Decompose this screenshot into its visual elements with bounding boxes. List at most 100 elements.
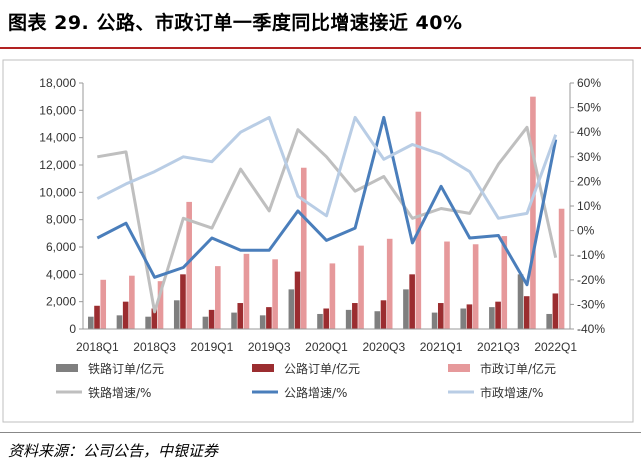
bar-2-2018Q3: [151, 308, 158, 329]
x-tick-label: 2018Q3: [133, 340, 176, 354]
bar-2-2021Q4: [523, 296, 530, 329]
bar-1-2019Q3: [259, 315, 266, 329]
left-tick-label: 12,000: [39, 158, 76, 172]
bar-3-2018Q2: [129, 275, 135, 329]
bar-2-2019Q2: [237, 303, 244, 329]
legend-swatch-bar: [252, 364, 274, 372]
bar-1-2020Q4: [403, 289, 409, 329]
bar-2-2018Q2: [122, 301, 129, 329]
line-series: [96, 115, 558, 314]
line-series-1: [97, 125, 558, 314]
x-tick-label: 2019Q3: [248, 340, 291, 354]
footer-divider: [0, 432, 641, 433]
left-tick-label: 0: [69, 322, 76, 336]
bar-2-2018Q1: [94, 305, 100, 329]
legend-swatch-bar: [56, 364, 78, 372]
right-axis-ticks: -40% -30% -20% -10% 0% 10% 20% 30% 40% 50% 60%: [569, 76, 605, 336]
bar-1-2021Q2: [460, 308, 467, 329]
x-tick-label: 2019Q1: [191, 340, 234, 354]
bar-2-2020Q4: [409, 274, 415, 329]
left-axis-ticks: 0 2,000 4,000 6,000 8,000 10,000 12,000 14,000 1…: [39, 76, 84, 336]
bar-1-2021Q1: [431, 312, 438, 329]
x-tick-label: 2020Q1: [305, 340, 348, 354]
x-tick-label: 2018Q1: [76, 340, 119, 354]
bar-3-2020Q1: [329, 263, 336, 329]
bar-2-2021Q3: [495, 301, 501, 329]
left-tick-label: 6,000: [46, 240, 76, 254]
legend-label: 铁路增速/%: [88, 385, 151, 400]
left-tick-label: 4,000: [46, 267, 76, 281]
bar-3-2020Q4: [415, 111, 422, 329]
bar-3-2020Q2: [358, 245, 364, 329]
bar-1-2019Q1: [202, 316, 209, 329]
bar-1-2019Q4: [288, 289, 295, 329]
plot-frame: [2, 59, 634, 423]
bar-3-2019Q3: [272, 259, 278, 329]
right-tick-label: -20%: [577, 273, 605, 287]
legend-label: 铁路订单/亿元: [88, 361, 164, 376]
right-tick-label: 60%: [577, 76, 601, 90]
bar-2-2019Q1: [208, 309, 215, 329]
bar-3-2019Q1: [215, 266, 221, 329]
bar-1-2019Q2: [231, 312, 237, 329]
bar-series: [88, 96, 565, 330]
bar-2-2020Q3: [380, 300, 387, 329]
right-tick-label: -40%: [577, 322, 605, 336]
bar-1-2018Q1: [88, 316, 94, 329]
left-tick-label: 2,000: [46, 295, 76, 309]
bar-1-2020Q2: [345, 309, 352, 329]
bar-1-2022Q1: [546, 313, 552, 329]
bar-1-2018Q4: [173, 300, 180, 329]
left-tick-label: 8,000: [46, 213, 76, 227]
bar-2-2021Q1: [437, 303, 444, 329]
bar-1-2021Q3: [489, 307, 495, 329]
bar-2-2020Q1: [323, 308, 329, 329]
legend-label: 市政增速/%: [480, 385, 543, 400]
bar-3-2018Q3: [157, 281, 164, 329]
line-series-2: [96, 115, 558, 287]
legend-label: 公路增速/%: [284, 385, 347, 400]
left-tick-label: 18,000: [39, 76, 76, 90]
x-axis: 2018Q1 2018Q3 2019Q1 2019Q3 2020Q1 2020Q3 2021…: [76, 328, 577, 354]
bar-2-2021Q2: [466, 304, 473, 329]
bar-3-2021Q2: [472, 244, 479, 329]
right-tick-label: 0%: [577, 224, 595, 238]
right-tick-label: 40%: [577, 125, 601, 139]
bar-1-2018Q3: [145, 316, 151, 329]
source-note: 资料来源：公司公告，中银证券: [8, 442, 219, 460]
x-tick-label: 2020Q3: [362, 340, 405, 354]
bar-3-2021Q3: [501, 236, 508, 329]
chart-title: 图表 29. 公路、市政订单一季度同比增速接近 40%: [8, 12, 463, 34]
bar-2-2019Q3: [266, 307, 272, 329]
right-tick-label: 50%: [577, 101, 601, 115]
legend-swatch-bar: [448, 364, 470, 372]
x-tick-label: 2021Q1: [420, 340, 463, 354]
bar-3-2019Q2: [243, 253, 250, 329]
bar-1-2020Q3: [374, 311, 381, 329]
legend-label: 市政订单/亿元: [480, 361, 556, 376]
bar-2-2020Q2: [352, 303, 358, 329]
legend-label: 公路订单/亿元: [284, 361, 360, 376]
title-divider: [0, 47, 641, 49]
right-tick-label: 30%: [577, 150, 601, 164]
left-tick-label: 10,000: [39, 185, 76, 199]
left-tick-label: 16,000: [39, 103, 76, 117]
x-tick-label: 2021Q3: [477, 340, 520, 354]
bar-3-2018Q4: [186, 201, 192, 329]
bar-3-2019Q4: [300, 167, 307, 329]
bar-3-2021Q1: [444, 241, 450, 329]
right-tick-label: 20%: [577, 174, 601, 188]
left-tick-label: 14,000: [39, 131, 76, 145]
line-series-3: [96, 115, 558, 220]
bar-3-2020Q3: [386, 238, 393, 329]
bar-1-2021Q4: [517, 274, 524, 329]
x-tick-label: 2022Q1: [534, 340, 577, 354]
right-tick-label: -30%: [577, 297, 605, 311]
bar-1-2020Q1: [317, 313, 323, 329]
bar-3-2022Q1: [558, 208, 565, 329]
bar-2-2022Q1: [552, 293, 559, 329]
right-tick-label: -10%: [577, 248, 605, 262]
bar-2-2019Q4: [294, 271, 301, 329]
bar-3-2018Q1: [100, 279, 107, 329]
